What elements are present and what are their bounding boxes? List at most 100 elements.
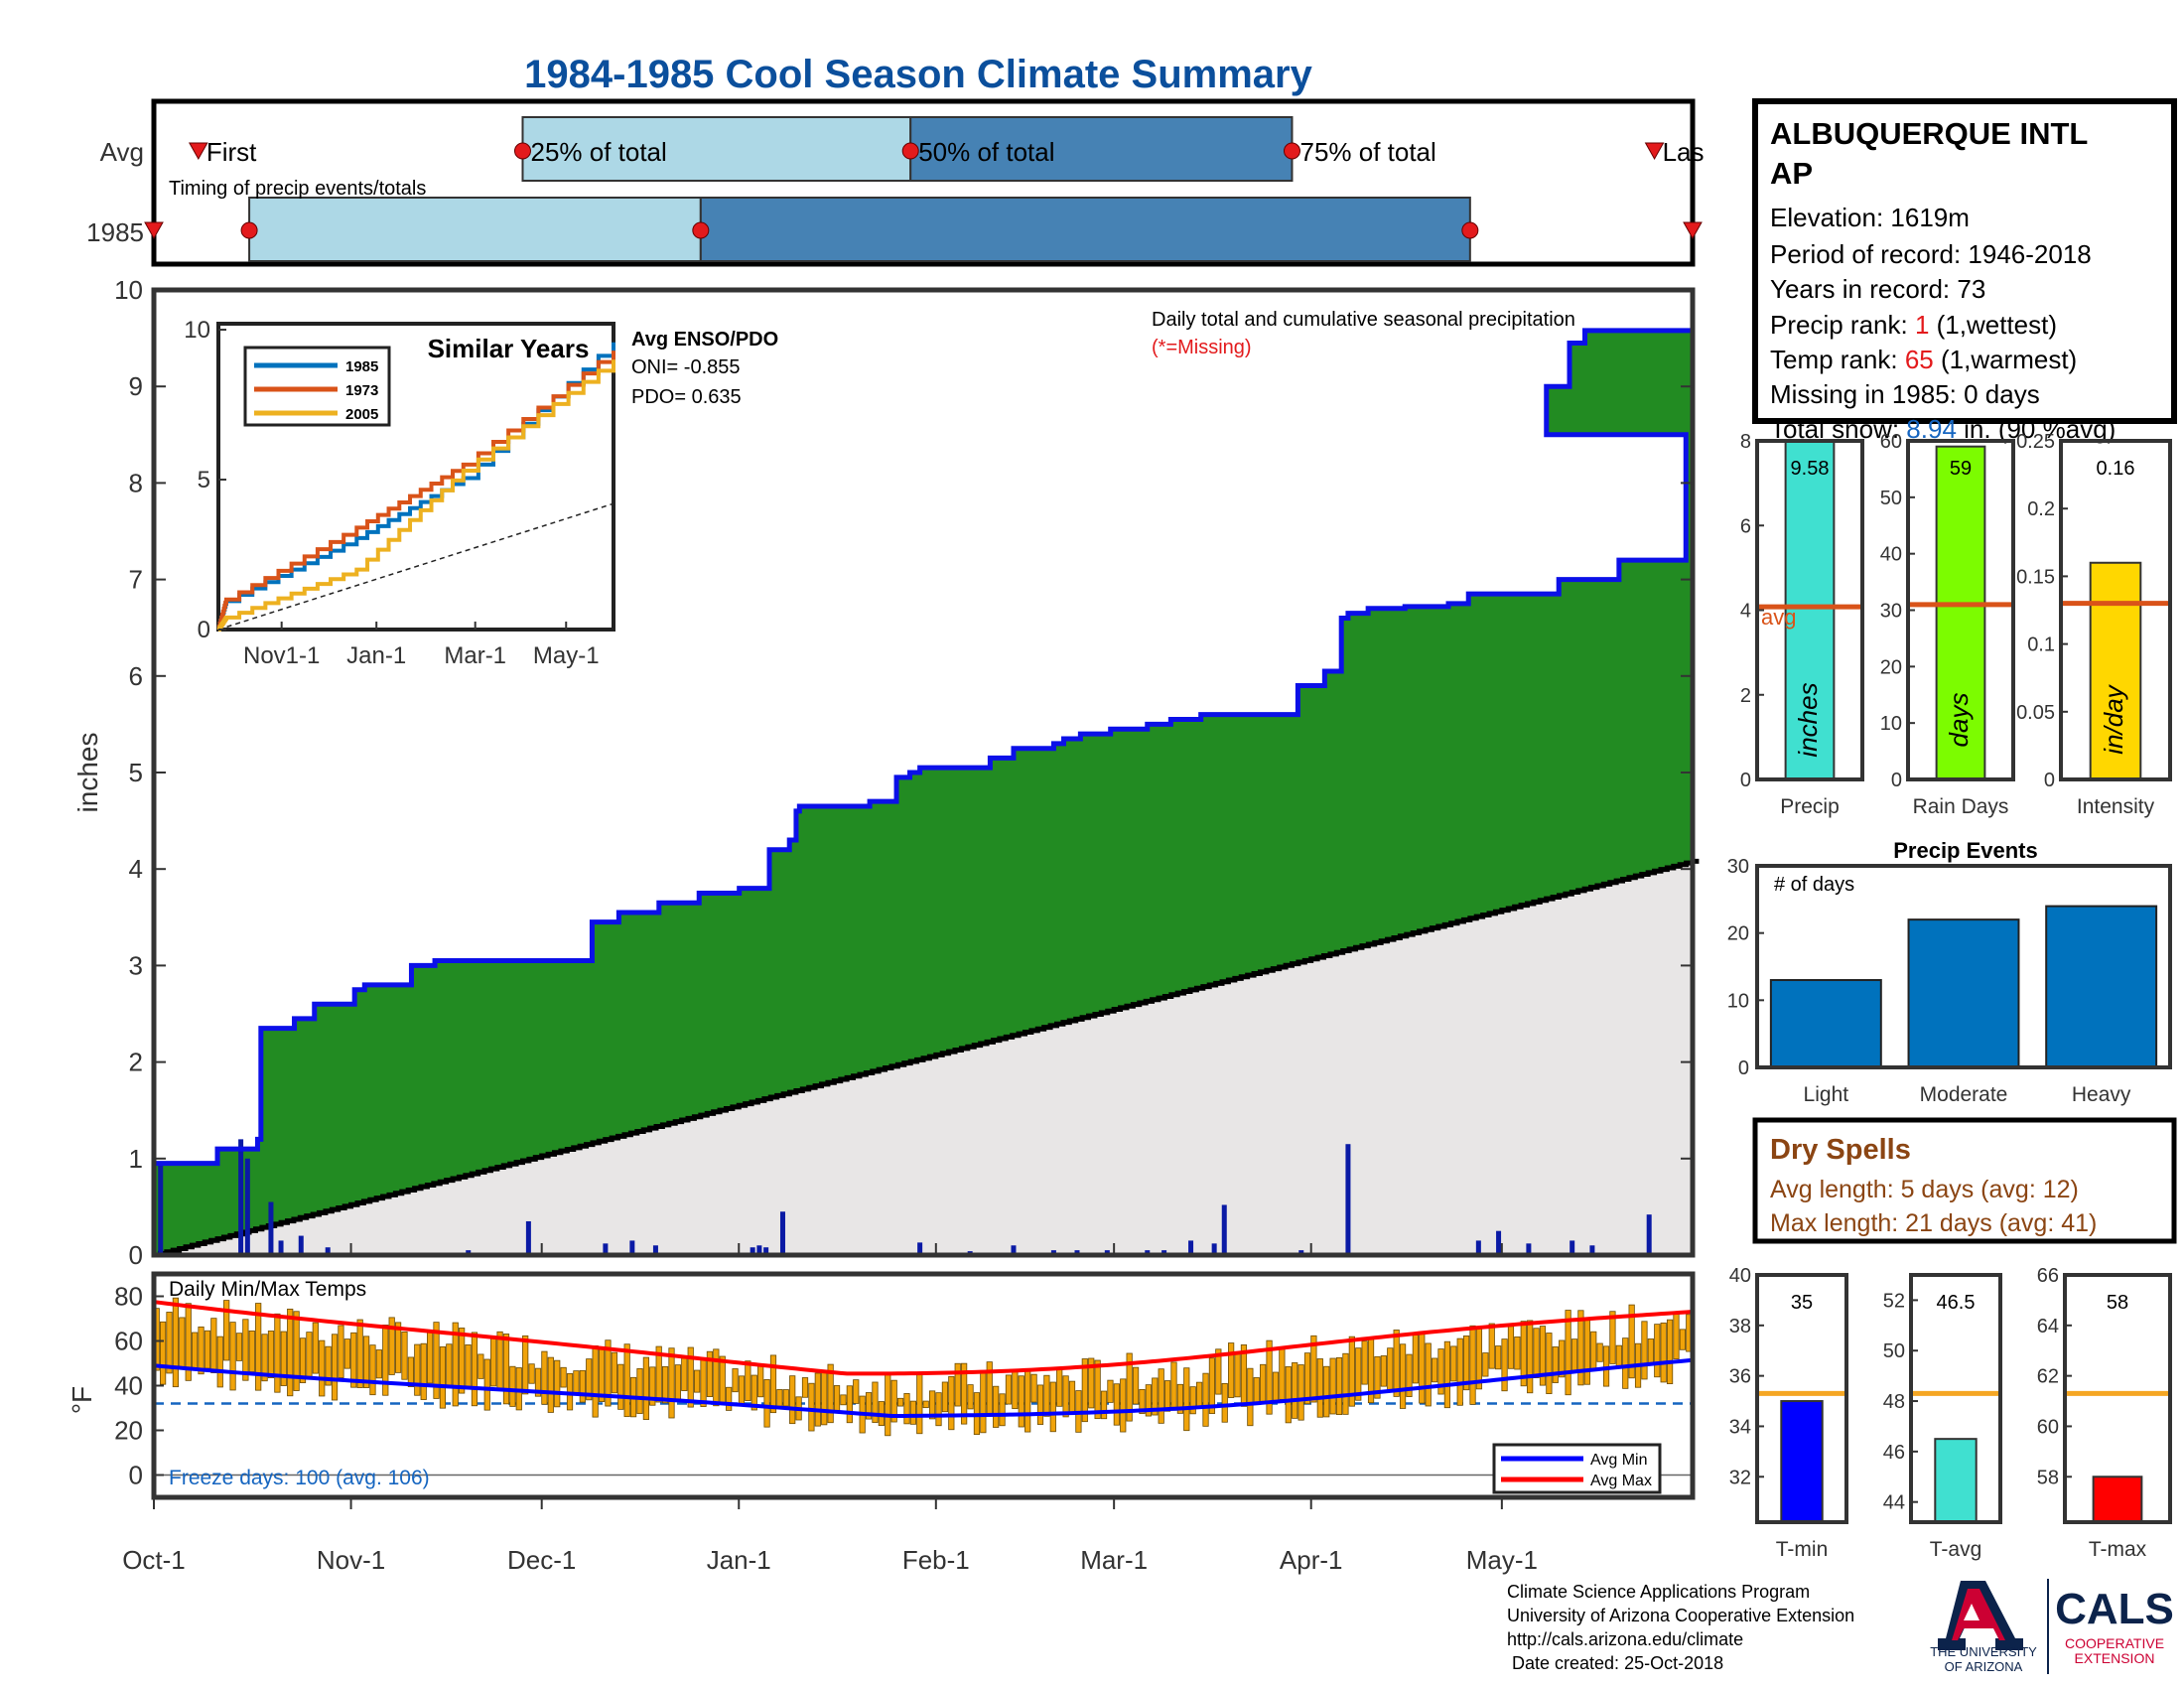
daily-temp-bar — [1107, 1379, 1114, 1403]
summary-y-tick-label: 34 — [1729, 1416, 1751, 1438]
summary-y-tick-label: 0.2 — [2027, 498, 2055, 520]
main-y-label: inches — [72, 733, 103, 813]
daily-temp-bar — [1533, 1328, 1540, 1378]
station-info-box: ALBUQUERQUE INTL AP Elevation: 1619m Per… — [1752, 98, 2177, 444]
daily-temp-bar — [1215, 1348, 1222, 1395]
daily-temp-bar — [896, 1397, 904, 1407]
daily-temp-bar — [255, 1303, 262, 1391]
daily-temp-bar — [1036, 1384, 1044, 1425]
precip-events-title: Precip Events — [1893, 838, 2038, 863]
daily-temp-bar — [1240, 1344, 1248, 1407]
daily-temp-bar — [1514, 1336, 1521, 1370]
daily-temp-bar — [1126, 1352, 1133, 1422]
daily-temp-bar — [1348, 1336, 1355, 1407]
precip-events-chart: Precip Events Light Moderate Heavy0102030 … — [1727, 838, 2172, 1106]
main-y-tick-label: 2 — [129, 1048, 143, 1077]
daily-precip-bar — [158, 1163, 164, 1255]
daily-temp-bar — [1355, 1347, 1362, 1401]
daily-precip-bar — [1570, 1240, 1575, 1255]
summary-panel-precip: 0 2 4 6 8 9.58 Precip inches avg — [1740, 431, 1864, 818]
daily-temp-bar — [681, 1357, 688, 1391]
daily-temp-bar — [1132, 1366, 1140, 1405]
daily-temp-bar — [1380, 1355, 1387, 1387]
daily-temp-bar — [1431, 1357, 1438, 1383]
summary-y-tick-label: 44 — [1883, 1492, 1905, 1514]
daily-temp-bar — [700, 1358, 707, 1407]
daily-temp-bar — [1310, 1335, 1317, 1403]
daily-temp-bar — [1335, 1356, 1343, 1416]
daily-temp-bar — [356, 1319, 363, 1388]
daily-temp-bar — [1673, 1314, 1680, 1360]
daily-temp-bar — [916, 1372, 923, 1435]
timing-marker-label: 75% of total — [1299, 137, 1435, 167]
daily-temp-bar — [745, 1360, 751, 1402]
temp-bar-panels: 32 34 36 38 40 35 T-min 44 46 48 50 52 46.5 T-avg 58 60… — [1729, 1265, 2172, 1561]
summary-panel-t-max: 58 60 62 64 66 58 T-max — [2037, 1265, 2172, 1561]
daily-temp-bar — [1221, 1382, 1228, 1423]
daily-temp-bar — [1590, 1331, 1597, 1370]
daily-temp-bar — [655, 1345, 662, 1403]
daily-temp-bar — [1387, 1347, 1394, 1392]
daily-temp-bar — [1559, 1339, 1566, 1378]
daily-temp-bar — [261, 1334, 268, 1382]
daily-temp-bar — [929, 1390, 936, 1420]
daily-temp-bar — [1463, 1336, 1470, 1391]
temp-y-tick-label: 40 — [114, 1371, 143, 1401]
station-name-line2: AP — [1770, 156, 1813, 191]
daily-precip-bar — [244, 1158, 250, 1255]
daily-temp-bar — [1399, 1343, 1407, 1409]
daily-temp-bar — [1570, 1338, 1578, 1373]
page-title: 1984-1985 Cool Season Climate Summary — [524, 53, 1312, 96]
daily-precip-bar — [1526, 1243, 1532, 1255]
precip-event-bar — [2045, 905, 2158, 1068]
station-temp-rank: Temp rank: 65 (1,warmest) — [1770, 345, 2077, 374]
daily-temp-bar — [853, 1379, 860, 1404]
daily-temp-bar — [719, 1355, 726, 1404]
station-precip-rank: Precip rank: 1 (1,wettest) — [1770, 310, 2057, 340]
timing-marker-label: 25% of total — [530, 137, 666, 167]
main-y-tick-label: 3 — [129, 950, 143, 980]
daily-temp-bar — [1419, 1333, 1426, 1404]
daily-temp-bar — [827, 1363, 834, 1424]
inset-plot — [216, 342, 615, 632]
daily-temp-bar — [1316, 1358, 1323, 1418]
summary-y-tick-label: 40 — [1729, 1265, 1751, 1287]
daily-temp-bar — [1443, 1340, 1451, 1409]
daily-temp-bar — [713, 1348, 720, 1407]
daily-temp-bar — [1577, 1310, 1584, 1386]
daily-temp-bar — [890, 1379, 897, 1423]
cals-logo: CALS — [2055, 1585, 2174, 1633]
legend-avg-min: Avg Min — [1590, 1452, 1648, 1469]
daily-temp-bar — [375, 1349, 382, 1379]
footer-line-1: Climate Science Applications Program — [1507, 1582, 1810, 1602]
daily-temp-bar — [751, 1374, 757, 1411]
daily-temp-bar — [1501, 1338, 1508, 1392]
daily-temp-bar — [490, 1337, 497, 1387]
daily-temp-bar — [496, 1331, 503, 1389]
daily-precip-bar — [1345, 1144, 1351, 1255]
avg-min-line — [153, 1357, 1694, 1418]
daily-temp-bar — [229, 1322, 236, 1391]
daily-temp-bar — [242, 1319, 249, 1381]
daily-temp-bar — [192, 1332, 199, 1368]
date-x-axis: Oct-1 Nov-1 Dec-1 Jan-1 Feb-1 Mar-1 Apr-1 May-1 — [122, 1497, 1538, 1575]
temp-y-axis: 0 20 40 60 80 — [114, 1282, 164, 1490]
inset-axes: 0 5 10 Nov1-1 Jan-1 Mar-1 May-1 — [184, 317, 599, 669]
daily-temp-bar — [172, 1297, 180, 1388]
daily-temp-bar — [439, 1346, 447, 1409]
summary-bar-panels: 0 2 4 6 8 9.58 Precip inches avg 0 10 20 30 40 50 60 59 R… — [1740, 431, 2172, 818]
daily-temp-bar — [1641, 1321, 1648, 1380]
temp-y-label: °F — [67, 1386, 97, 1414]
daily-temp-bar — [1228, 1342, 1235, 1398]
inset-line-1973 — [216, 351, 615, 632]
daily-temp-bar — [1279, 1348, 1286, 1400]
main-y-tick-label: 8 — [129, 468, 143, 497]
daily-temp-bar — [325, 1345, 332, 1386]
x-tick-label: Oct-1 — [122, 1545, 186, 1575]
main-y-tick-label: 10 — [114, 275, 143, 305]
daily-temp-bar — [980, 1371, 987, 1434]
daily-temp-bar — [1628, 1304, 1635, 1379]
summary-y-tick-label: 40 — [1880, 544, 1902, 566]
summary-y-tick-label: 38 — [1729, 1316, 1751, 1337]
daily-temp-bar — [1647, 1338, 1654, 1365]
